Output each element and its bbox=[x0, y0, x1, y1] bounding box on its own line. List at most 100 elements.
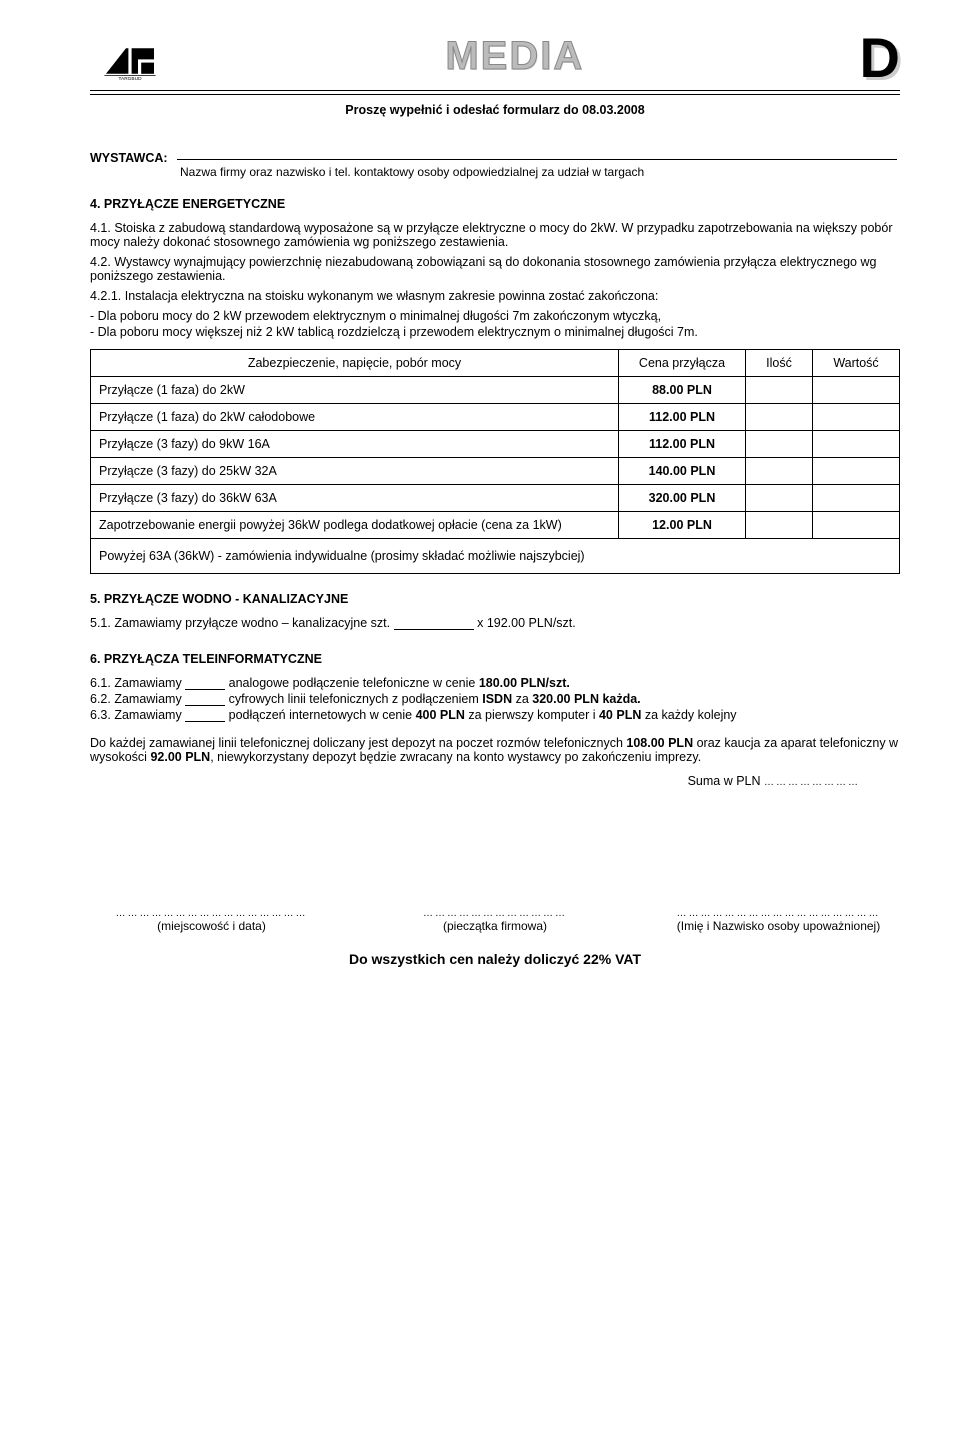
t: , niewykorzystany depozyt będzie zwracan… bbox=[210, 750, 701, 764]
cell-value[interactable] bbox=[813, 458, 900, 485]
cell-qty[interactable] bbox=[746, 404, 813, 431]
p-4-2-1a: 4.2.1. Instalacja elektryczna na stoisku… bbox=[90, 289, 900, 303]
sig-name: …………………………………………… (Imię i Nazwisko osoby… bbox=[657, 908, 900, 933]
p51a: 5.1. Zamawiamy przyłącze wodno – kanaliz… bbox=[90, 616, 394, 630]
t: podłączeń internetowych w cenie bbox=[225, 708, 415, 722]
t: Do każdej zamawianej linii telefonicznej… bbox=[90, 736, 626, 750]
cell-price: 140.00 PLN bbox=[619, 458, 746, 485]
t: 92.00 PLN bbox=[150, 750, 210, 764]
cell-name: Przyłącze (3 fazy) do 25kW 32A bbox=[91, 458, 619, 485]
qty-input[interactable] bbox=[394, 617, 474, 630]
t: 108.00 PLN bbox=[626, 736, 693, 750]
cell-price: 112.00 PLN bbox=[619, 404, 746, 431]
t: cyfrowych linii telefonicznych z podłącz… bbox=[225, 692, 482, 706]
t: analogowe podłączenie telefoniczne w cen… bbox=[225, 676, 479, 690]
cell-name: Zapotrzebowanie energii powyżej 36kW pod… bbox=[91, 512, 619, 539]
cell-qty[interactable] bbox=[746, 377, 813, 404]
p-4-2-1c: - Dla poboru mocy większej niż 2 kW tabl… bbox=[90, 325, 900, 339]
wystawca-caption: Nazwa firmy oraz nazwisko i tel. kontakt… bbox=[180, 165, 900, 179]
sig-a: (miejscowość i data) bbox=[90, 919, 333, 933]
qty-input[interactable] bbox=[185, 677, 225, 690]
th-name: Zabezpieczenie, napięcie, pobór mocy bbox=[91, 350, 619, 377]
deposit-note: Do każdej zamawianej linii telefonicznej… bbox=[90, 736, 900, 764]
p-6-3: 6.3. Zamawiamy podłączeń internetowych w… bbox=[90, 708, 900, 722]
section4-title: 4. PRZYŁĄCZE ENERGETYCZNE bbox=[90, 197, 900, 211]
sig-place: ………………………………………… (miejscowość i data) bbox=[90, 908, 333, 933]
wystawca-block: WYSTAWCA: Nazwa firmy oraz nazwisko i te… bbox=[90, 145, 900, 179]
cell-name: Przyłącze (3 fazy) do 9kW 16A bbox=[91, 431, 619, 458]
cell-value[interactable] bbox=[813, 485, 900, 512]
table-row: Przyłącze (1 faza) do 2kW całodobowe 112… bbox=[91, 404, 900, 431]
cell-value[interactable] bbox=[813, 431, 900, 458]
table-footer: Powyżej 63A (36kW) - zamówienia indywidu… bbox=[91, 539, 900, 574]
t: ISDN bbox=[482, 692, 512, 706]
p-4-2-1b: - Dla poboru mocy do 2 kW przewodem elek… bbox=[90, 309, 900, 323]
cell-price: 88.00 PLN bbox=[619, 377, 746, 404]
t: 6.3. Zamawiamy bbox=[90, 708, 185, 722]
cell-name: Przyłącze (3 fazy) do 36kW 63A bbox=[91, 485, 619, 512]
wystawca-label: WYSTAWCA: bbox=[90, 151, 168, 165]
cell-value[interactable] bbox=[813, 512, 900, 539]
t: 320.00 PLN każda. bbox=[532, 692, 640, 706]
cell-qty[interactable] bbox=[746, 431, 813, 458]
cell-price: 12.00 PLN bbox=[619, 512, 746, 539]
th-price: Cena przyłącza bbox=[619, 350, 746, 377]
sig-line[interactable]: …………………………………………… bbox=[657, 908, 900, 919]
sig-line[interactable]: ………………………………………… bbox=[90, 908, 333, 919]
cell-name: Przyłącze (1 faza) do 2kW bbox=[91, 377, 619, 404]
p51b: x 192.00 PLN/szt. bbox=[477, 616, 576, 630]
table-row: Zapotrzebowanie energii powyżej 36kW pod… bbox=[91, 512, 900, 539]
header: TARGBUD MEDIA D bbox=[90, 40, 900, 86]
t: za bbox=[512, 692, 532, 706]
table-row: Przyłącze (1 faza) do 2kW 88.00 PLN bbox=[91, 377, 900, 404]
th-value: Wartość bbox=[813, 350, 900, 377]
t: 6.1. Zamawiamy bbox=[90, 676, 185, 690]
cell-qty[interactable] bbox=[746, 512, 813, 539]
svg-text:TARGBUD: TARGBUD bbox=[118, 76, 142, 82]
cell-price: 320.00 PLN bbox=[619, 485, 746, 512]
logo: TARGBUD bbox=[90, 40, 170, 85]
qty-input[interactable] bbox=[185, 693, 225, 706]
signature-row: ………………………………………… (miejscowość i data) ……… bbox=[90, 908, 900, 933]
t: 40 PLN bbox=[599, 708, 641, 722]
qty-input[interactable] bbox=[185, 709, 225, 722]
p-4-2: 4.2. Wystawcy wynajmujący powierzchnię n… bbox=[90, 255, 900, 283]
cell-qty[interactable] bbox=[746, 485, 813, 512]
suma-row: Suma w PLN …………………… bbox=[90, 774, 900, 788]
letter-d: D bbox=[860, 30, 900, 86]
sig-b: (pieczątka firmowa) bbox=[374, 919, 617, 933]
table-row: Przyłącze (3 fazy) do 25kW 32A 140.00 PL… bbox=[91, 458, 900, 485]
sig-c: (Imię i Nazwisko osoby upoważnionej) bbox=[657, 919, 900, 933]
p-5-1: 5.1. Zamawiamy przyłącze wodno – kanaliz… bbox=[90, 616, 900, 630]
wystawca-input-line[interactable] bbox=[177, 145, 897, 160]
table-row: Przyłącze (3 fazy) do 36kW 63A 320.00 PL… bbox=[91, 485, 900, 512]
cell-name: Przyłącze (1 faza) do 2kW całodobowe bbox=[91, 404, 619, 431]
cell-value[interactable] bbox=[813, 377, 900, 404]
suma-label: Suma w PLN bbox=[688, 774, 761, 788]
sig-stamp: ……………………………… (pieczątka firmowa) bbox=[374, 908, 617, 933]
th-qty: Ilość bbox=[746, 350, 813, 377]
t: 400 PLN bbox=[416, 708, 465, 722]
price-table: Zabezpieczenie, napięcie, pobór mocy Cen… bbox=[90, 349, 900, 574]
table-footer-row: Powyżej 63A (36kW) - zamówienia indywidu… bbox=[91, 539, 900, 574]
sig-line[interactable]: ……………………………… bbox=[374, 908, 617, 919]
section5-title: 5. PRZYŁĄCZE WODNO - KANALIZACYJNE bbox=[90, 592, 900, 606]
t: 6.2. Zamawiamy bbox=[90, 692, 185, 706]
cell-qty[interactable] bbox=[746, 458, 813, 485]
cell-price: 112.00 PLN bbox=[619, 431, 746, 458]
cell-value[interactable] bbox=[813, 404, 900, 431]
section6-title: 6. PRZYŁĄCZA TELEINFORMATYCZNE bbox=[90, 652, 900, 666]
table-header-row: Zabezpieczenie, napięcie, pobór mocy Cen… bbox=[91, 350, 900, 377]
header-rule bbox=[90, 90, 900, 95]
form-deadline: Proszę wypełnić i odesłać formularz do 0… bbox=[90, 103, 900, 117]
p-4-1: 4.1. Stoiska z zabudową standardową wypo… bbox=[90, 221, 900, 249]
t: 180.00 PLN/szt. bbox=[479, 676, 570, 690]
table-row: Przyłącze (3 fazy) do 9kW 16A 112.00 PLN bbox=[91, 431, 900, 458]
t: za pierwszy komputer i bbox=[465, 708, 599, 722]
suma-dots[interactable]: …………………… bbox=[764, 777, 860, 788]
p-6-1: 6.1. Zamawiamy analogowe podłączenie tel… bbox=[90, 676, 900, 690]
vat-note: Do wszystkich cen należy doliczyć 22% VA… bbox=[90, 951, 900, 967]
p-6-2: 6.2. Zamawiamy cyfrowych linii telefonic… bbox=[90, 692, 900, 706]
media-title: MEDIA bbox=[445, 34, 584, 79]
t: za każdy kolejny bbox=[641, 708, 736, 722]
